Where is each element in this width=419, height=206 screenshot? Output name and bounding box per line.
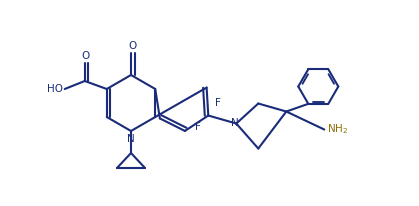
Text: HO: HO [47, 84, 63, 94]
Text: F: F [215, 98, 220, 108]
Text: O: O [82, 51, 90, 61]
Text: F: F [195, 122, 201, 132]
Text: O: O [128, 41, 136, 51]
Text: N: N [127, 134, 135, 144]
Text: N: N [231, 117, 239, 128]
Text: NH$_2$: NH$_2$ [327, 123, 349, 136]
